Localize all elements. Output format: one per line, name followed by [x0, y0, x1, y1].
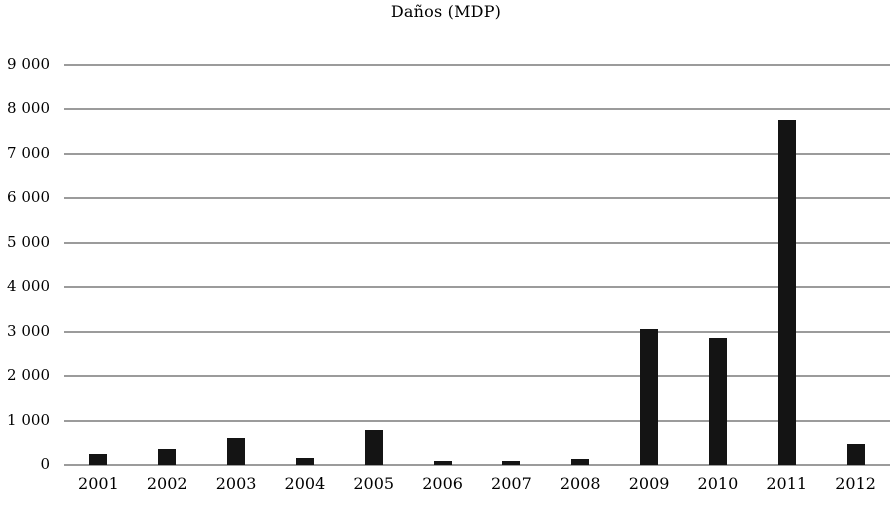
x-tick-label: 2008 [559, 474, 601, 493]
gridline [64, 108, 890, 111]
x-tick-label: 2005 [353, 474, 395, 493]
gridline [64, 286, 890, 289]
y-tick-label: 1 000 [7, 410, 50, 429]
y-tick-label: 4 000 [7, 277, 50, 296]
x-axis: 2001 2002 2003 2004 2005 2006 2007 2008 2009 2010… [64, 474, 890, 498]
bar [846, 443, 865, 465]
y-tick-label: 0 [40, 455, 50, 473]
bar [708, 337, 727, 465]
gridline [64, 464, 890, 466]
y-tick-label: 9 000 [7, 55, 50, 73]
y-tick-label: 3 000 [7, 321, 50, 340]
x-tick-label: 2010 [697, 474, 739, 493]
y-axis: 0 1 000 2 000 3 000 4 000 5 000 6 000 7 000 8 00… [0, 57, 50, 472]
x-tick-label: 2007 [491, 474, 532, 493]
gridline [64, 330, 890, 333]
x-tick-label: 2006 [422, 474, 463, 493]
x-tick-label: 2001 [78, 474, 119, 493]
y-tick-label: 7 000 [7, 143, 50, 162]
bar [295, 458, 314, 465]
bar [89, 453, 108, 465]
y-tick-label: 5 000 [7, 232, 50, 251]
gridline [64, 419, 890, 422]
bar [571, 458, 590, 465]
gridline [64, 375, 890, 378]
y-tick-label: 6 000 [7, 188, 50, 207]
y-tick-label: 2 000 [7, 366, 50, 385]
x-tick-label: 2012 [835, 474, 876, 493]
gridline [64, 152, 890, 155]
x-tick-label: 2009 [628, 474, 670, 493]
x-tick-label: 2004 [284, 474, 326, 493]
gridline [64, 64, 890, 66]
gridline [64, 241, 890, 244]
bar [502, 461, 521, 465]
x-tick-label: 2011 [766, 474, 808, 493]
bar [640, 328, 659, 465]
bar [364, 429, 383, 465]
plot-area [64, 64, 890, 466]
y-tick-label: 8 000 [7, 99, 50, 118]
chart-title: Daños (MDP) [390, 2, 502, 21]
bar [158, 448, 177, 465]
x-tick-label: 2003 [215, 474, 257, 493]
bar [433, 461, 452, 465]
bar [227, 438, 246, 465]
gridline [64, 197, 890, 200]
x-tick-label: 2002 [146, 474, 188, 493]
bar [777, 120, 796, 465]
